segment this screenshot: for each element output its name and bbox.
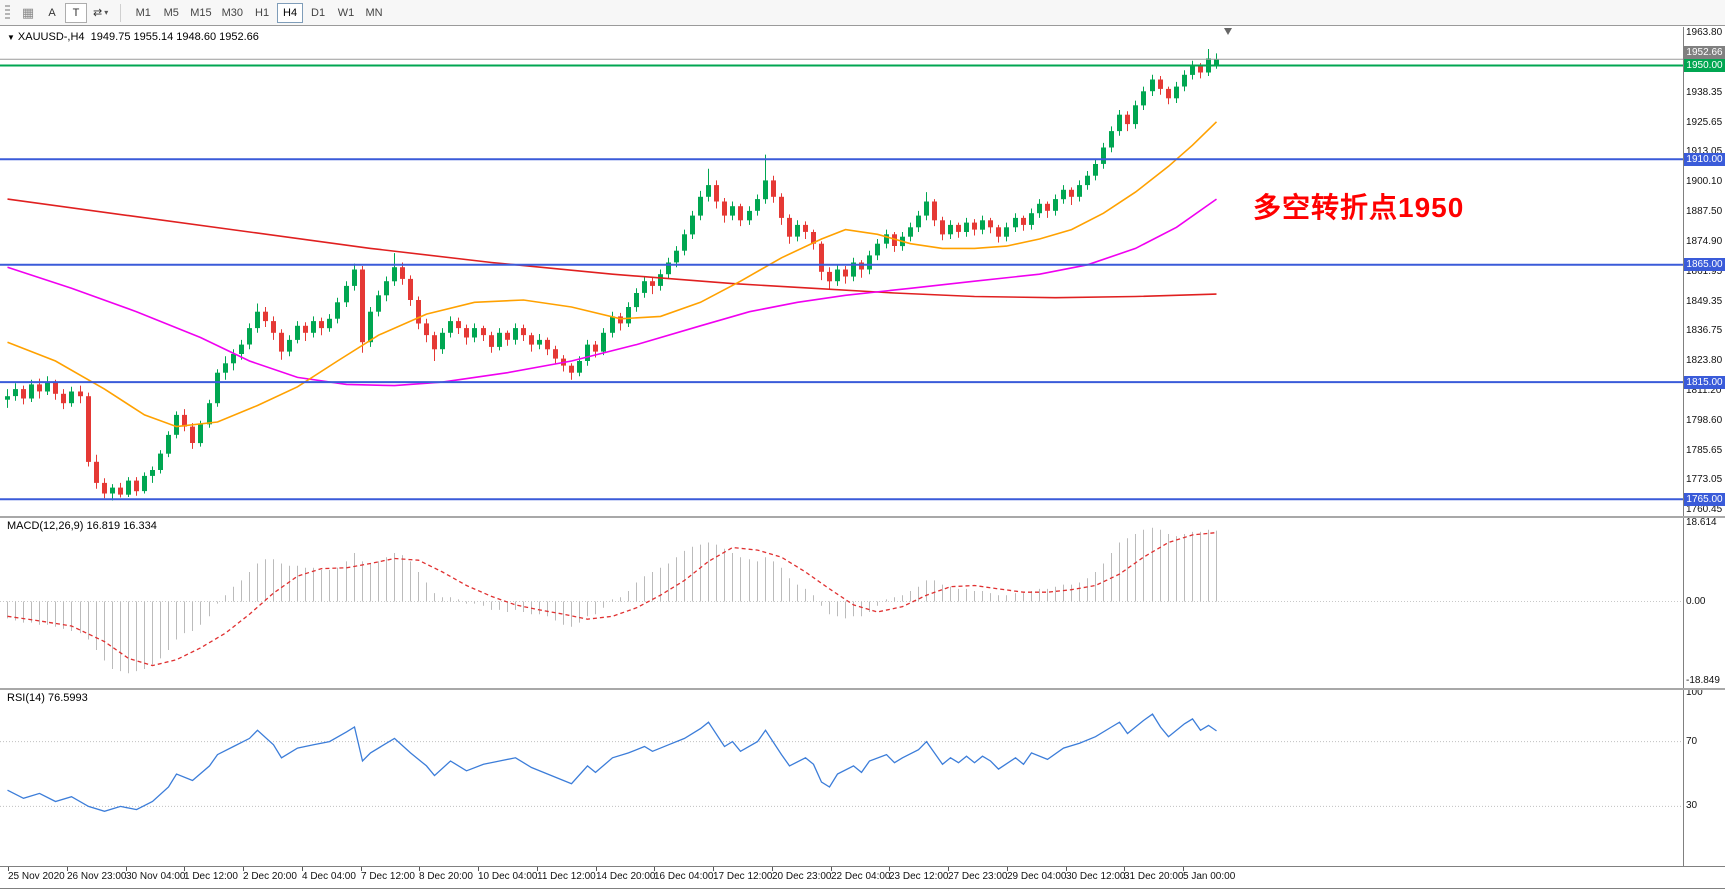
annotation-a-button[interactable]: A	[41, 3, 63, 23]
chart-annotation[interactable]: 多空转折点1950	[1253, 192, 1465, 223]
rsi-line	[7, 713, 1217, 812]
ma-fast-orange	[7, 121, 1218, 428]
toolbar-separator	[120, 3, 122, 22]
time-axis-border	[0, 866, 1725, 867]
chevron-down-icon: ▾	[104, 8, 109, 17]
timeframe-w1-button[interactable]: W1	[333, 3, 359, 23]
timeframe-m15-button[interactable]: M15	[186, 3, 215, 23]
macd-label: MACD(12,26,9) 16.819 16.334	[7, 520, 157, 532]
symbol-info: ▼ XAUUSD-,H4 1949.75 1955.14 1948.60 1952…	[7, 31, 259, 43]
ma-slow-red	[7, 198, 1217, 299]
ma-mid-magenta	[7, 198, 1217, 387]
arrows-icon: ⇄	[93, 7, 103, 19]
timeframe-m1-button[interactable]: M1	[130, 3, 156, 23]
timeframe-h1-button[interactable]: H1	[249, 3, 275, 23]
macd-signal-line	[7, 531, 1217, 667]
symbol-period-label: XAUUSD-,H4	[17, 31, 85, 43]
charts-grid-button[interactable]: ▦	[17, 3, 39, 23]
hlines-layer	[0, 58, 1683, 501]
macd-layer	[7, 527, 1217, 674]
timeframe-group: M1 M5 M15 M30 H1 H4 D1 W1 MN	[129, 2, 388, 23]
toolbar-drag-handle[interactable]	[5, 4, 10, 21]
rsi-label: RSI(14) 76.5993	[7, 692, 88, 704]
ohlc-values: 1949.75 1955.14 1948.60 1952.66	[90, 31, 259, 43]
toolbar: ▦ A T ⇄ ▾ M1 M5 M15 M30 H1 H4 D1 W1 MN	[0, 0, 1725, 26]
pane-splitter-rsi[interactable]	[0, 688, 1725, 690]
moving-averages-layer	[7, 121, 1218, 428]
timeframe-d1-button[interactable]: D1	[305, 3, 331, 23]
shift-marker	[1224, 28, 1232, 35]
timeframe-mn-button[interactable]: MN	[361, 3, 387, 23]
timeframe-m30-button[interactable]: M30	[218, 3, 247, 23]
grid-icon: ▦	[21, 4, 35, 20]
pane-splitter-macd[interactable]	[0, 516, 1725, 518]
timeframe-m5-button[interactable]: M5	[158, 3, 184, 23]
timeframe-h4-button[interactable]: H4	[277, 2, 304, 23]
text-tool-button[interactable]: T	[65, 2, 87, 23]
collapse-icon[interactable]: ▼	[7, 33, 15, 42]
cycle-arrows-button[interactable]: ⇄ ▾	[89, 3, 112, 23]
